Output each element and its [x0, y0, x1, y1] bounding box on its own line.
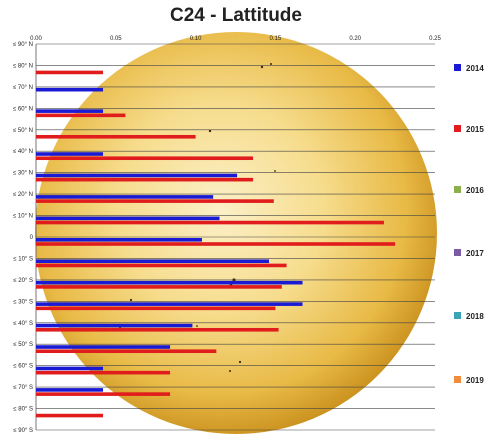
legend-swatch — [454, 376, 461, 383]
bar-2014 — [36, 238, 202, 242]
x-tick-label: 0.10 — [190, 36, 202, 42]
bar-2014 — [36, 87, 104, 92]
x-tick-label: 0.05 — [110, 36, 122, 42]
bar-2015 — [36, 392, 171, 396]
bar-2014 — [36, 195, 214, 199]
bar-2015 — [36, 177, 254, 182]
bar-2014 — [36, 152, 104, 156]
bar-2015 — [36, 242, 396, 246]
bar-2014 — [36, 259, 270, 264]
y-tick-label: ≤ 60° S — [13, 364, 33, 370]
bar-2014 — [36, 216, 220, 221]
bar-2015 — [36, 70, 104, 75]
legend-swatch — [454, 249, 461, 256]
y-tick-label: 0 — [30, 235, 34, 241]
legend-swatch — [454, 64, 461, 71]
bar-2015 — [36, 327, 279, 332]
bar-2015 — [36, 113, 126, 118]
y-tick-label: ≤ 80° N — [13, 63, 33, 69]
bar-2015 — [36, 199, 274, 203]
bar-2014 — [36, 323, 193, 328]
y-tick-label: ≤ 80° S — [13, 407, 33, 413]
bar-2015 — [36, 285, 282, 289]
bar-2014 — [36, 366, 104, 371]
bar-2014 — [36, 302, 303, 306]
x-tick-label: 0.20 — [349, 36, 361, 42]
bar-2015 — [36, 156, 254, 161]
y-tick-label: ≤ 70° N — [13, 85, 33, 91]
x-tick-label: 0.15 — [270, 36, 282, 42]
legend-label: 2015 — [466, 125, 484, 134]
y-tick-label: ≤ 50° S — [13, 342, 33, 348]
legend-label: 2016 — [466, 186, 484, 195]
bar-2015 — [36, 370, 171, 375]
legend-label: 2018 — [466, 312, 484, 321]
bar-2015 — [36, 413, 104, 418]
legend-label: 2019 — [466, 376, 484, 385]
bar-2014 — [36, 280, 303, 285]
y-tick-label: ≤ 10° S — [13, 256, 33, 262]
y-tick-label: ≤ 60° N — [13, 106, 33, 112]
y-tick-label: ≤ 30° N — [13, 171, 33, 177]
y-tick-label: ≤ 20° S — [13, 278, 33, 284]
legend-label: 2017 — [466, 249, 484, 258]
y-tick-label: ≤ 90° S — [13, 428, 33, 434]
y-tick-label: ≤ 40° S — [13, 321, 33, 327]
bar-2014 — [36, 109, 104, 113]
y-tick-label: ≤ 40° N — [13, 149, 33, 155]
legend-swatch — [454, 186, 461, 193]
y-tick-label: ≤ 30° S — [13, 299, 33, 305]
y-tick-label: ≤ 50° N — [13, 128, 33, 134]
y-tick-label: ≤ 20° N — [13, 192, 33, 198]
x-tick-label: 0.00 — [30, 36, 42, 42]
bar-2014 — [36, 173, 238, 178]
x-tick-label: 0.25 — [429, 36, 441, 42]
bar-2014 — [36, 388, 104, 392]
legend-swatch — [454, 125, 461, 132]
y-tick-label: ≤ 90° N — [13, 42, 33, 48]
legend-label: 2014 — [466, 64, 484, 73]
bar-2014 — [36, 345, 171, 349]
sun-disk — [35, 32, 437, 434]
legend-swatch — [454, 312, 461, 319]
bar-2015 — [36, 263, 287, 268]
chart-title: C24 - Lattitude — [170, 5, 302, 26]
y-tick-label: ≤ 70° S — [13, 385, 33, 391]
bar-2015 — [36, 306, 276, 311]
bar-2015 — [36, 134, 196, 139]
bar-2015 — [36, 220, 384, 225]
y-tick-label: ≤ 10° N — [13, 214, 33, 220]
bar-2015 — [36, 349, 217, 354]
